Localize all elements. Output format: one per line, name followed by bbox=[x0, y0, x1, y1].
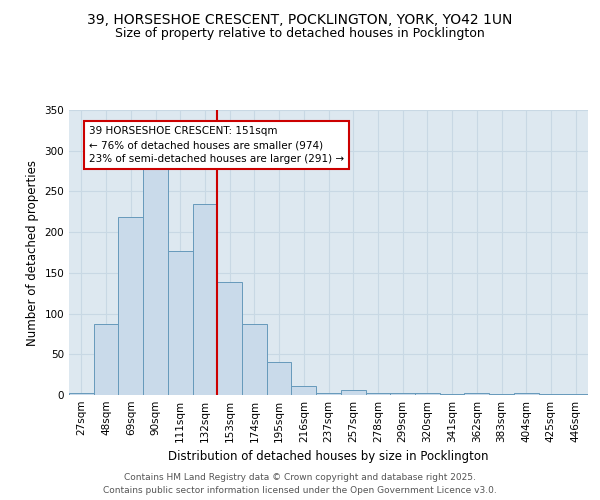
Bar bbox=[118, 216, 143, 395]
X-axis label: Distribution of detached houses by size in Pocklington: Distribution of detached houses by size … bbox=[168, 450, 489, 464]
Bar bbox=[464, 394, 489, 395]
Bar bbox=[217, 282, 242, 395]
Bar bbox=[193, 204, 217, 395]
Bar bbox=[563, 394, 588, 395]
Bar bbox=[390, 392, 415, 395]
Bar bbox=[69, 394, 94, 395]
Text: Contains HM Land Registry data © Crown copyright and database right 2025.
Contai: Contains HM Land Registry data © Crown c… bbox=[103, 474, 497, 495]
Text: Size of property relative to detached houses in Pocklington: Size of property relative to detached ho… bbox=[115, 28, 485, 40]
Bar bbox=[316, 394, 341, 395]
Bar bbox=[365, 394, 390, 395]
Bar bbox=[242, 324, 267, 395]
Bar bbox=[267, 362, 292, 395]
Bar bbox=[514, 394, 539, 395]
Bar bbox=[94, 324, 118, 395]
Bar bbox=[539, 394, 563, 395]
Bar bbox=[489, 394, 514, 395]
Bar bbox=[415, 394, 440, 395]
Y-axis label: Number of detached properties: Number of detached properties bbox=[26, 160, 39, 346]
Bar bbox=[341, 390, 365, 395]
Bar bbox=[292, 386, 316, 395]
Text: 39 HORSESHOE CRESCENT: 151sqm
← 76% of detached houses are smaller (974)
23% of : 39 HORSESHOE CRESCENT: 151sqm ← 76% of d… bbox=[89, 126, 344, 164]
Bar bbox=[168, 251, 193, 395]
Bar bbox=[440, 394, 464, 395]
Bar bbox=[143, 163, 168, 395]
Text: 39, HORSESHOE CRESCENT, POCKLINGTON, YORK, YO42 1UN: 39, HORSESHOE CRESCENT, POCKLINGTON, YOR… bbox=[88, 12, 512, 26]
